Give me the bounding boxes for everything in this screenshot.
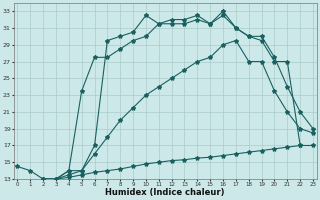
X-axis label: Humidex (Indice chaleur): Humidex (Indice chaleur)	[106, 188, 225, 197]
